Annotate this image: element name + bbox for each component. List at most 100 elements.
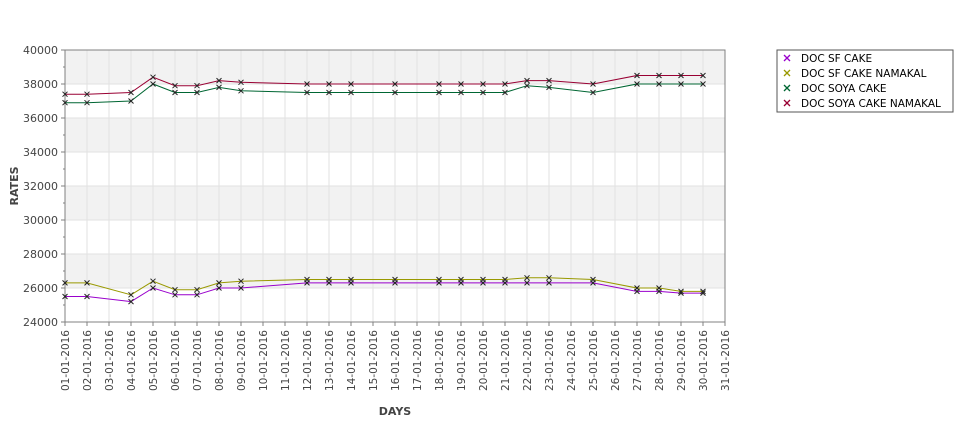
data-point-marker [238, 278, 244, 285]
marker-stroke [238, 87, 244, 94]
x-tick-label: 14-01-2016 [346, 330, 358, 391]
x-tick-label: 12-01-2016 [302, 330, 314, 391]
marker-stroke [62, 293, 68, 300]
marker-stroke [128, 98, 134, 104]
x-tick-label: 16-01-2016 [390, 330, 402, 391]
marker-stroke [546, 77, 552, 84]
data-point-marker [194, 89, 200, 96]
x-tick-label: 03-01-2016 [104, 330, 116, 391]
legend-box [776, 49, 954, 113]
marker-stroke [128, 89, 134, 96]
marker-stroke [700, 81, 706, 87]
x-tick-label: 01-01-2016 [60, 330, 72, 391]
y-tick-label: 30000 [23, 214, 58, 227]
marker-stroke [436, 276, 442, 283]
data-point-marker [128, 98, 134, 104]
marker-stroke [84, 99, 90, 106]
marker-stroke [656, 81, 662, 87]
x-tick-label: 02-01-2016 [82, 330, 94, 391]
data-point-marker [502, 276, 508, 283]
data-point-marker [238, 285, 244, 291]
data-point-marker [590, 89, 596, 96]
data-point-marker [590, 276, 596, 283]
marker-stroke [216, 280, 222, 286]
y-tick-label: 38000 [23, 78, 58, 91]
data-point-marker [128, 291, 134, 298]
marker-stroke [392, 276, 398, 283]
legend-swatch [783, 99, 791, 107]
x-tick-label: 11-01-2016 [280, 330, 292, 391]
x-tick-label: 17-01-2016 [412, 330, 424, 391]
marker-stroke [678, 72, 684, 79]
marker-stroke [700, 72, 706, 79]
x-tick-label: 31-01-2016 [720, 330, 732, 391]
marker-stroke [348, 89, 354, 96]
marker-stroke [194, 82, 200, 89]
y-axis: 24000 26000 28000 30000 32000 34000 36000 38000… [23, 44, 65, 329]
data-point-marker [700, 288, 706, 295]
marker-stroke [590, 276, 596, 283]
y-tick-label: 36000 [23, 112, 58, 125]
marker-stroke [150, 285, 156, 291]
marker-stroke [238, 285, 244, 291]
data-point-marker [304, 89, 310, 96]
grid-lines [65, 49, 725, 323]
data-point-marker [436, 89, 442, 96]
data-point-marker [678, 72, 684, 79]
x-tick-label: 21-01-2016 [500, 330, 512, 391]
marker-stroke [172, 82, 178, 89]
marker-stroke [700, 290, 706, 296]
marker-stroke [458, 89, 464, 96]
data-point-marker [458, 81, 464, 87]
data-point-marker [656, 81, 662, 87]
legend-label: DOC SOYA CAKE [801, 83, 887, 95]
x-axis: 01-01-2016 02-01-2016 03-01-2016 04-01-2016… [60, 322, 732, 391]
marker-stroke [172, 89, 178, 96]
marker-stroke [84, 293, 90, 300]
x-tick-label: 08-01-2016 [214, 330, 226, 391]
data-point-marker [304, 276, 310, 283]
data-point-marker [62, 293, 68, 300]
y-tick-label: 32000 [23, 180, 58, 193]
x-tick-label: 18-01-2016 [434, 330, 446, 391]
marker-stroke [392, 81, 398, 87]
data-point-marker [678, 288, 684, 295]
data-point-marker [84, 293, 90, 300]
marker-stroke [656, 72, 662, 79]
data-point-marker [62, 99, 68, 106]
marker-stroke [524, 77, 530, 84]
data-point-marker [524, 77, 530, 84]
data-point-marker [524, 280, 530, 286]
x-tick-label: 10-01-2016 [258, 330, 270, 391]
marker-stroke [238, 278, 244, 285]
data-point-marker [480, 89, 486, 96]
x-tick-label: 24-01-2016 [566, 330, 578, 391]
y-tick-label: 28000 [23, 248, 58, 261]
data-point-marker [194, 286, 200, 293]
x-tick-label: 05-01-2016 [148, 330, 160, 391]
marker-stroke [436, 89, 442, 96]
x-tick-label: 23-01-2016 [544, 330, 556, 391]
data-point-marker [392, 81, 398, 87]
data-point-marker [216, 285, 222, 291]
marker-stroke [62, 99, 68, 106]
x-tick-label: 29-01-2016 [676, 330, 688, 391]
marker-stroke [194, 291, 200, 298]
marker-stroke [128, 298, 134, 305]
data-point-marker [216, 77, 222, 84]
data-point-marker [62, 91, 68, 98]
marker-stroke [524, 82, 530, 89]
data-point-marker [194, 82, 200, 89]
marker-stroke [656, 285, 662, 291]
marker-stroke [678, 288, 684, 295]
marker-stroke [502, 81, 508, 87]
marker-stroke [304, 89, 310, 96]
data-point-marker [150, 74, 156, 81]
marker-stroke [326, 81, 332, 87]
marker-stroke [84, 280, 90, 286]
data-point-marker [546, 84, 552, 91]
data-point-marker [480, 276, 486, 283]
data-point-marker [348, 81, 354, 87]
